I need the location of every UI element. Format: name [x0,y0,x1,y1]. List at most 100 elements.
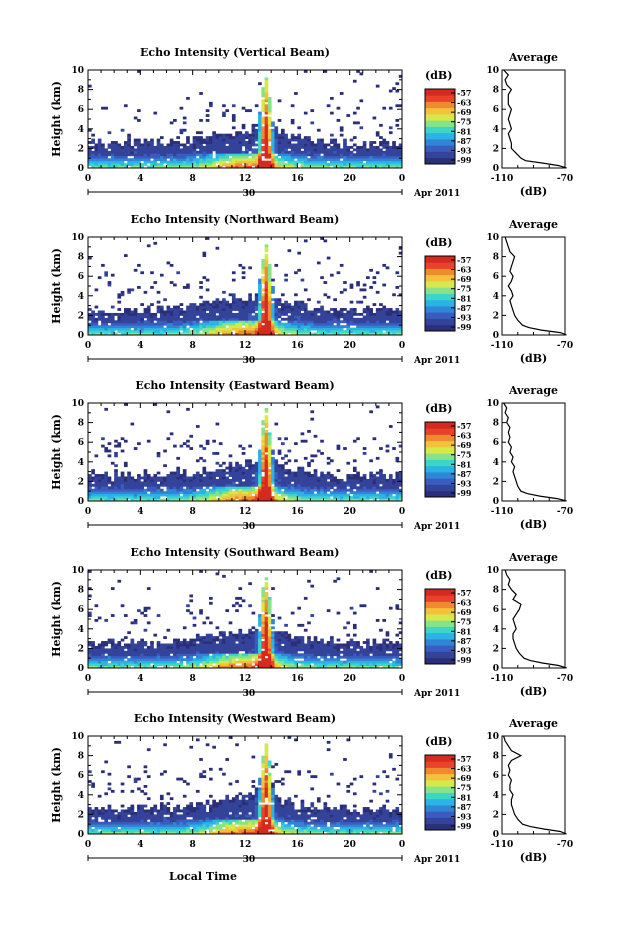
heatmap-cell [127,648,131,652]
heatmap-cell [195,655,200,659]
heatmap-cell [97,616,102,620]
heatmap-cell [133,150,138,154]
heatmap-cell [385,165,390,169]
heatmap-cell [137,155,141,159]
heatmap-cell [261,449,266,453]
heatmap-cell [117,488,122,492]
heatmap-cell [114,658,118,662]
heatmap-cell [307,136,311,139]
heatmap-cell [127,493,131,497]
heatmap-cell [186,286,190,289]
heatmap-cell [251,303,256,306]
heatmap-cell [352,476,357,480]
heatmap-cell [182,325,187,329]
heatmap-cell [153,483,158,487]
heatmap-cell [215,325,220,329]
heatmap-cell [97,276,102,280]
heatmap-cell [88,498,92,502]
heatmap-cell [267,128,272,132]
heatmap-cell [91,330,95,333]
heatmap-cell [320,474,324,477]
heatmap-cell [143,498,148,502]
heatmap-cell [88,158,92,162]
heatmap-cell [176,310,180,314]
heatmap-cell [320,332,324,336]
heatmap-cell [235,496,239,499]
heatmap-cell [346,160,351,164]
heatmap-cell [94,150,99,154]
heatmap-cell [362,320,367,324]
heatmap-cell [375,308,380,311]
heatmap-cell [339,92,344,95]
heatmap-cell [228,663,233,666]
heatmap-cell [330,325,334,329]
heatmap-cell [163,648,167,652]
heatmap-cell [199,488,203,492]
heatmap-cell [186,322,190,326]
heatmap-cell [294,476,298,480]
heatmap-cell [130,645,135,649]
heatmap-cell [179,478,184,482]
heatmap-cell [379,474,383,477]
heatmap-cell [316,491,321,495]
heatmap-cell [346,481,351,485]
heatmap-cell [248,638,252,642]
heatmap-cell [271,641,275,644]
average-ytick-label: 2 [493,144,499,154]
heatmap-cell [362,488,367,492]
heatmap-cell [159,163,164,166]
heatmap-cell [150,641,154,644]
heatmap-cell [225,332,230,336]
heatmap-cell [294,160,298,164]
heatmap-cell [326,143,331,147]
heatmap-cell [186,138,190,142]
heatmap-cell [235,461,239,465]
heatmap-cell [110,312,115,316]
heatmap-cell [222,486,226,490]
heatmap-cell [143,614,148,617]
heatmap-cell [271,286,275,289]
heatmap-cell [114,143,118,147]
heatmap-cell [333,488,337,492]
heatmap-cell [385,160,390,164]
heatmap-cell [137,663,141,666]
heatmap-cell [176,641,180,644]
heatmap-cell [385,488,390,492]
heatmap-cell [395,158,400,162]
heatmap-cell [271,466,275,470]
heatmap-cell [392,141,396,144]
heatmap-cell [212,645,216,649]
heatmap-cell [192,303,197,306]
heatmap-cell [212,160,216,164]
heatmap-cell [101,665,105,669]
heatmap-cell [189,643,194,647]
heatmap-cell [195,636,200,639]
heatmap-cell [120,158,125,162]
colorbar-unit: (dB) [425,402,452,415]
heatmap-cell [127,663,131,666]
heatmap-cell [320,276,324,280]
colorbar-tick-label: -63 [457,431,472,441]
heatmap-cell [205,496,210,499]
heatmap-cell [320,150,324,154]
heatmap-cell [349,488,354,492]
heatmap-cell [215,653,220,657]
heatmap-cell [143,153,148,157]
heatmap-cell [369,478,373,482]
heatmap-cell [215,469,220,472]
heatmap-cell [235,491,239,495]
heatmap-cell [372,498,377,502]
heatmap-cell [209,303,213,306]
heatmap-cell [117,153,122,157]
heatmap-cell [146,645,151,649]
heatmap-cell [241,158,246,162]
heatmap-cell [91,153,95,157]
heatmap-cell [209,327,213,331]
heatmap-cell [294,491,298,495]
heatmap-cell [176,322,180,326]
heatmap-cell [359,496,364,499]
heatmap-cell [385,496,390,499]
heatmap-cell [192,148,197,152]
heatmap-cell [284,327,288,331]
heatmap-cell [264,268,269,272]
